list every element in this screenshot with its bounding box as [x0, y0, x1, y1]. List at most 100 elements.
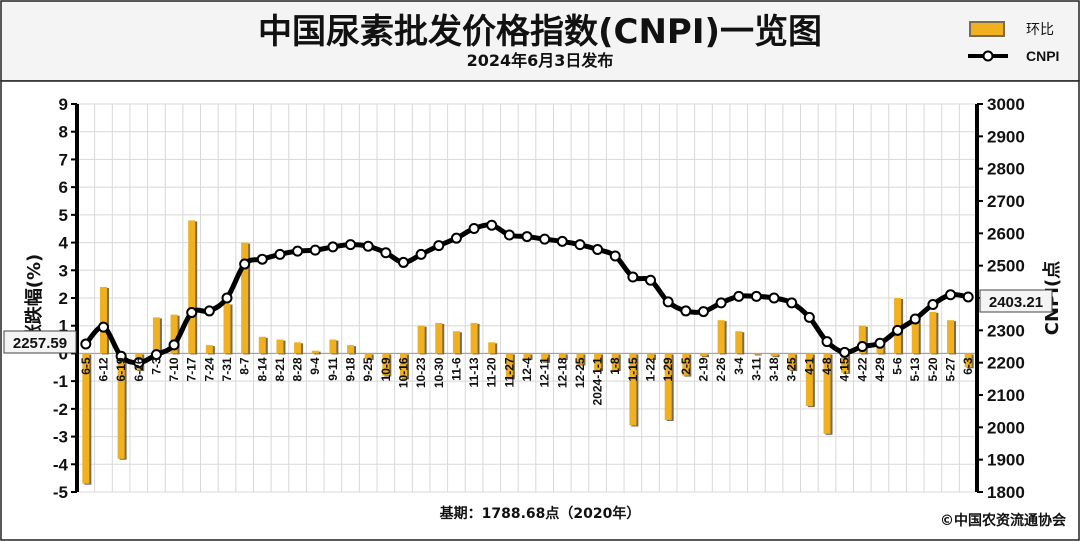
x-axis-tick-label: 3-11: [749, 357, 763, 381]
bar: [752, 353, 760, 355]
right-axis-tick-label: 1800: [987, 483, 1025, 502]
left-axis-title: 涨跌幅(%): [23, 254, 45, 343]
x-axis-tick-label: 1-15: [626, 357, 640, 381]
bar: [205, 345, 213, 354]
left-axis-tick-label: -5: [53, 483, 68, 502]
x-axis-tick-label: 6-3: [961, 357, 975, 375]
cnpi-point: [662, 296, 674, 308]
x-axis-tick-label: 9-4: [308, 357, 322, 375]
x-axis-tick-label: 2-5: [679, 357, 693, 375]
x-axis-tick-label: 8-21: [273, 357, 287, 381]
left-axis-tick-label: 8: [59, 123, 68, 142]
cnpi-point: [821, 336, 833, 348]
bar: [823, 353, 831, 434]
cnpi-point: [803, 311, 815, 323]
cnpi-point: [627, 271, 639, 283]
x-axis-tick-label: 10-23: [414, 357, 428, 388]
bar: [170, 314, 178, 354]
x-axis-tick-label: 10-16: [396, 357, 410, 388]
x-axis-tick-label: 11-20: [485, 357, 499, 387]
left-axis-tick-label: 4: [59, 234, 69, 253]
bar: [399, 353, 407, 379]
chart-title: 中国尿素批发价格指数(CNPI)一览图: [258, 12, 822, 52]
x-axis-tick-label: 7-10: [167, 357, 181, 381]
cnpi-point: [292, 245, 304, 257]
cnpi-point: [486, 219, 498, 231]
callout-right-box: [979, 289, 1053, 313]
cnpi-point: [150, 349, 162, 361]
bar: [964, 353, 972, 368]
left-axis: 9 8 7 6 5 4 3 2 1 0 -1 -2 -3 -4 -5: [53, 95, 79, 502]
x-axis-tick-label: 11-27: [502, 357, 516, 387]
x-axis-tick-label: 11-6: [449, 357, 463, 381]
x-axis-tick-label: 1-22: [644, 357, 658, 381]
x-axis-tick-label: 7-31: [220, 357, 234, 381]
cnpi-point: [539, 233, 551, 245]
x-axis-tick-label: 6-5: [79, 357, 93, 375]
x-axis-tick-label: 3-18: [767, 357, 781, 381]
x-axis-tick-label: 9-25: [361, 357, 375, 381]
left-axis-tick-label: 6: [59, 178, 68, 197]
right-axis-tick-label: 3000: [987, 95, 1025, 114]
x-axis-tick-label: 12-18: [555, 357, 569, 388]
right-axis-tick-label: 2200: [987, 354, 1025, 373]
legend-bar-label: 环比: [1026, 22, 1054, 38]
x-axis-tick-label: 7-17: [185, 357, 199, 381]
left-axis-tick-label: -4: [53, 455, 69, 474]
x-axis-tick-label: 5-6: [891, 357, 905, 375]
x-axis-tick-label: 11-13: [467, 357, 481, 387]
bar: [594, 353, 602, 371]
callout-left-box: [3, 330, 77, 354]
bar: [558, 353, 566, 359]
bar: [152, 317, 160, 354]
cnpi-point: [645, 274, 657, 286]
bar: [223, 303, 231, 354]
bar: [523, 353, 531, 359]
cnpi-point: [945, 289, 957, 301]
bar: [488, 342, 496, 354]
bar: [99, 286, 107, 354]
left-axis-tick-label: -2: [53, 400, 68, 419]
x-axis-tick-label: 12-4: [520, 357, 534, 381]
callout-left: 2257.59: [3, 330, 77, 354]
cnpi-point: [503, 229, 515, 241]
cnpi-point: [115, 350, 127, 362]
x-axis-tick-label: 9-11: [326, 357, 340, 381]
footer-base-period: 基期：1788.68点（2020年）: [440, 505, 641, 522]
cnpi-point: [415, 248, 427, 260]
right-axis-tick-label: 1900: [987, 451, 1025, 470]
cnpi-point: [203, 305, 215, 317]
x-axis-tick-label: 4-15: [838, 357, 852, 381]
x-axis-tick-label: 5-27: [944, 357, 958, 381]
cnpi-point: [450, 232, 462, 244]
bar: [470, 322, 478, 354]
bar: [329, 339, 337, 354]
right-axis-tick-label: 2800: [987, 160, 1025, 179]
bar-series: [82, 220, 974, 485]
cnpi-point: [80, 338, 92, 350]
chart-subtitle: 2024年6月3日发布: [467, 51, 614, 70]
bar: [241, 242, 249, 354]
bar: [452, 331, 460, 354]
bar: [929, 311, 937, 354]
bar: [188, 220, 196, 354]
legend-bar-swatch: [969, 21, 1005, 37]
right-axis-tick-label: 2500: [987, 257, 1025, 276]
x-axis-tick-label: 4-29: [873, 357, 887, 381]
cnpi-point: [97, 321, 109, 333]
left-axis-tick-label: 0: [59, 344, 68, 363]
cnpi-point: [856, 341, 868, 352]
bar: [294, 342, 302, 354]
cnpi-point: [715, 297, 727, 309]
bar: [735, 331, 743, 354]
left-axis-tick-label: 9: [59, 95, 68, 114]
left-axis-tick-label: 1: [59, 317, 68, 336]
cnpi-point: [697, 306, 709, 318]
cnpi-point: [221, 292, 233, 304]
bar: [364, 353, 372, 359]
x-axis-tick-label: 12-25: [573, 357, 587, 388]
cnpi-point: [839, 346, 851, 358]
callout-right-value: 2403.21: [989, 294, 1043, 311]
bar: [347, 345, 355, 354]
x-axis-tick-label: 5-20: [926, 357, 940, 381]
